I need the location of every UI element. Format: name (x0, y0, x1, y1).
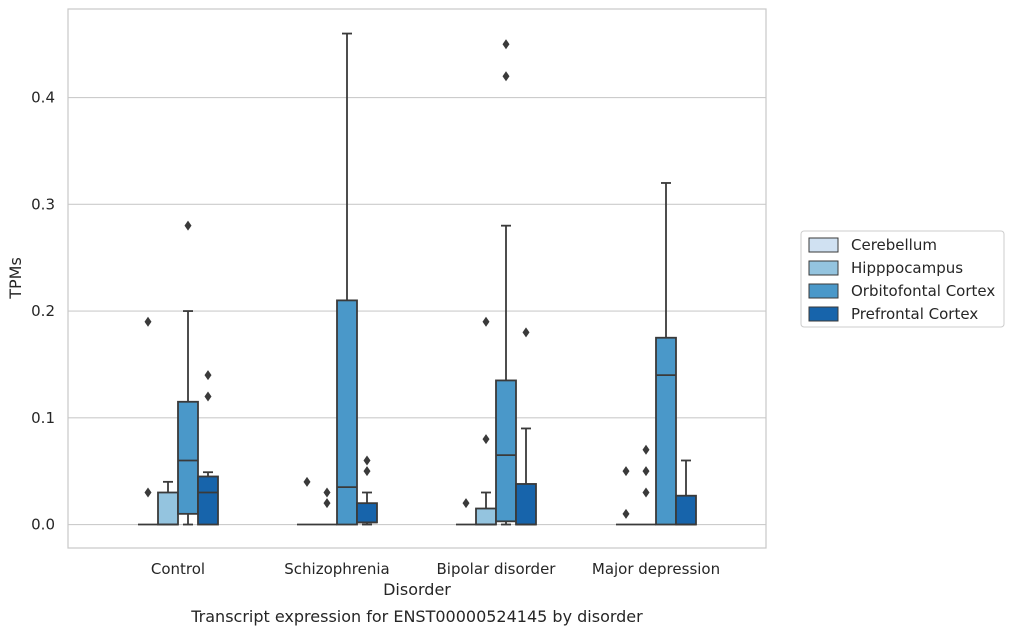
y-tick-label: 0.4 (31, 89, 55, 107)
outlier-point (323, 487, 331, 498)
outlier-point (642, 444, 650, 455)
outlier-point (642, 466, 650, 477)
y-tick-label: 0.0 (31, 516, 55, 534)
outlier-point (502, 71, 510, 82)
legend-label: Orbitofontal Cortex (851, 282, 995, 300)
box-cerebellum (616, 466, 636, 526)
box-iqr (336, 299, 358, 526)
box-iqr (495, 379, 517, 523)
outlier-point (363, 466, 371, 477)
legend-label: Prefrontal Cortex (851, 305, 978, 323)
x-tick-label: Major depression (592, 560, 720, 578)
box-iqr (197, 475, 219, 526)
outlier-point (303, 476, 311, 487)
outlier-point (363, 455, 371, 466)
x-tick-label: Control (151, 560, 205, 578)
box-iqr (475, 507, 497, 526)
legend-swatch (808, 306, 839, 322)
legend-swatch (808, 283, 839, 299)
y-tick-label: 0.1 (31, 409, 55, 427)
x-axis-label: Disorder (383, 580, 451, 599)
outlier-point (204, 370, 212, 381)
y-tick-label: 0.3 (31, 195, 55, 213)
box-hipppocampus (475, 316, 497, 526)
box-cerebellum (138, 316, 158, 526)
box-iqr (515, 483, 537, 526)
outlier-point (522, 327, 530, 338)
box-orbitofontal-cortex (655, 182, 677, 526)
y-axis-ticks: 0.0 0.1 0.2 0.3 0.4 (31, 89, 55, 534)
box-iqr (675, 494, 697, 526)
box-prefrontal-cortex (356, 455, 378, 526)
legend-items: Cerebellum Hipppocampus Orbitofontal Corte… (808, 236, 995, 323)
legend-swatch (808, 260, 839, 276)
box-hipppocampus (157, 480, 179, 526)
outlier-point (184, 220, 192, 231)
box-prefrontal-cortex (197, 370, 219, 526)
plot-frame (67, 8, 767, 549)
outlier-point (144, 316, 152, 327)
box-hipppocampus (636, 444, 656, 526)
y-axis-label: TPMs (6, 257, 25, 300)
outlier-point (642, 487, 650, 498)
legend: Cerebellum Hipppocampus Orbitofontal Corte… (800, 230, 1005, 328)
outlier-point (462, 498, 470, 509)
legend-label: Hipppocampus (851, 259, 963, 277)
outlier-point (622, 508, 630, 519)
outlier-point (502, 39, 510, 50)
box-iqr (157, 491, 179, 526)
box-groups (138, 32, 697, 526)
y-tick-label: 0.2 (31, 302, 55, 320)
outlier-point (144, 487, 152, 498)
box-orbitofontal-cortex (495, 39, 517, 526)
box-iqr (177, 400, 199, 515)
box-cerebellum (297, 476, 317, 526)
chart-caption: Transcript expression for ENST0000052414… (190, 607, 643, 626)
box-prefrontal-cortex (515, 327, 537, 526)
box-iqr (356, 502, 378, 524)
box-cerebellum (456, 498, 476, 526)
box-hipppocampus (317, 487, 337, 526)
outlier-point (323, 498, 331, 509)
legend-frame (800, 230, 1005, 328)
x-tick-label: Bipolar disorder (437, 560, 557, 578)
box-orbitofontal-cortex (177, 220, 199, 526)
box-orbitofontal-cortex (336, 32, 358, 526)
outlier-point (482, 434, 490, 445)
legend-swatch (808, 237, 839, 253)
box-prefrontal-cortex (675, 459, 697, 526)
x-axis-ticks: Control Schizophrenia Bipolar disorder Majo… (151, 560, 720, 578)
legend-label: Cerebellum (851, 236, 937, 254)
outlier-point (482, 316, 490, 327)
outlier-point (622, 466, 630, 477)
box-iqr (655, 336, 677, 526)
x-tick-label: Schizophrenia (284, 560, 389, 578)
outlier-point (204, 391, 212, 402)
